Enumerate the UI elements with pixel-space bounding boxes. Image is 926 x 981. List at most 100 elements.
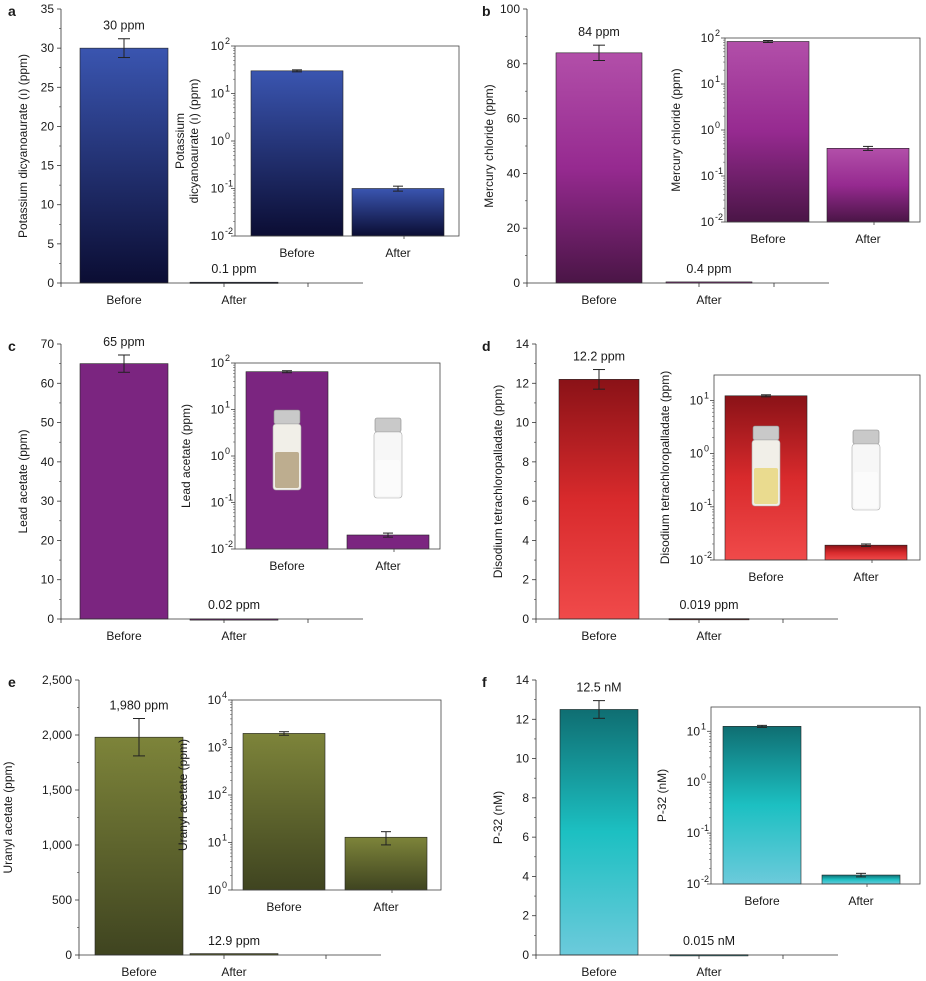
inset-y-axis-label: Lead acetate (ppm) (179, 404, 193, 508)
inset-y-axis-label: Potassium (173, 113, 187, 169)
inset-frame (710, 706, 921, 885)
vial-after-photo (851, 429, 881, 511)
inset-y-tick-label: 10 (701, 169, 715, 183)
value-label-before: 1,980 ppm (109, 699, 168, 713)
y-tick-label: 14 (516, 337, 530, 351)
y-tick-label: 10 (516, 752, 530, 766)
x-tick-label-before: Before (106, 293, 142, 307)
inset-y-tick-label: 10 (690, 553, 704, 567)
inset-y-tick-label: 10 (687, 724, 701, 738)
inset-y-tick-exponent: -1 (715, 166, 723, 176)
inset-error-bar-after (383, 532, 393, 538)
inset-x-tick-label-after: After (855, 232, 880, 246)
y-tick-label: 30 (41, 41, 55, 55)
inset-y-tick-exponent: -2 (715, 212, 723, 222)
value-label-before: 30 ppm (103, 19, 145, 33)
x-tick-label-after: After (221, 629, 246, 643)
inset-bar-before (250, 70, 344, 237)
y-tick-label: 40 (41, 455, 55, 469)
inset-y-tick-exponent: 1 (225, 84, 230, 94)
panel-letter: e (8, 674, 16, 690)
y-tick-label: 10 (41, 198, 55, 212)
value-label-before: 84 ppm (578, 25, 620, 39)
x-tick-label-before: Before (121, 965, 157, 979)
y-axis-label: Disodium tetrachloropalladate (ppm) (491, 385, 505, 578)
inset-y-tick-label: 10 (211, 229, 225, 243)
inset-y-tick-exponent: -2 (704, 550, 712, 560)
inset-y-tick-label: 10 (701, 123, 715, 137)
inset-y-axis-label: Disodium tetrachloropalladate (ppm) (658, 371, 672, 564)
inset-bar-before (242, 733, 326, 891)
y-tick-label: 0 (522, 948, 529, 962)
y-tick-label: 35 (41, 2, 55, 16)
y-tick-label: 20 (41, 533, 55, 547)
inset-y-tick-label: 10 (687, 826, 701, 840)
y-tick-label: 8 (522, 791, 529, 805)
inset-bar-after (344, 836, 428, 891)
inset-y-tick-label: 10 (208, 836, 222, 850)
y-axis-label: Uranyl acetate (ppm) (1, 761, 15, 873)
inset-bar-before (726, 41, 810, 223)
inset-x-tick-label-before: Before (266, 900, 302, 914)
vial-after-photo (373, 417, 403, 499)
error-bar-before (593, 700, 605, 719)
inset-y-tick-label: 10 (211, 542, 225, 556)
x-tick-label-after: After (221, 965, 246, 979)
inset-x-tick-label-before: Before (748, 570, 784, 584)
x-tick-label-before: Before (581, 629, 617, 643)
y-tick-label: 20 (41, 119, 55, 133)
inset-x-tick-label-before: Before (744, 894, 780, 908)
inset-y-tick-exponent: 2 (222, 785, 227, 795)
y-tick-label: 0 (513, 276, 520, 290)
inset-y-tick-label: 10 (690, 447, 704, 461)
y-tick-label: 4 (522, 869, 529, 883)
y-tick-label: 2,000 (42, 728, 72, 742)
inset-y-tick-exponent: -1 (225, 179, 233, 189)
inset-y-tick-label: 10 (208, 693, 222, 707)
inset-bar-before (722, 726, 802, 885)
inset-x-tick-label-after: After (373, 900, 398, 914)
bar-before (559, 709, 639, 956)
x-tick-label-after: After (696, 965, 721, 979)
x-tick-label-after: After (696, 629, 721, 643)
inset-x-tick-label-after: After (385, 246, 410, 260)
y-axis-label: Potassium dicyanoaurate (ı) (ppm) (16, 54, 30, 238)
inset-y-tick-exponent: -2 (701, 874, 709, 884)
value-label-before: 12.2 ppm (573, 350, 625, 364)
inset-y-tick-label: 10 (687, 775, 701, 789)
bar-before (94, 736, 184, 956)
inset-y-tick-exponent: 0 (222, 880, 227, 890)
inset-y-tick-exponent: 2 (225, 353, 230, 363)
value-label-before: 12.5 nM (576, 681, 621, 695)
inset-error-bar-before (757, 724, 767, 728)
y-axis-label: Lead acetate (ppm) (16, 429, 30, 533)
inset-y-tick-exponent: 0 (704, 444, 709, 454)
y-tick-label: 0 (65, 948, 72, 962)
inset-y-tick-exponent: -1 (704, 497, 712, 507)
y-tick-label: 0 (47, 276, 54, 290)
inset-y-tick-exponent: 0 (225, 131, 230, 141)
inset-y-tick-label: 10 (211, 134, 225, 148)
value-label-after: 0.1 ppm (211, 262, 256, 276)
y-axis-label: Mercury chloride (ppm) (482, 84, 496, 207)
inset-error-bar-before (282, 370, 292, 374)
inset-bar-after (824, 544, 908, 561)
y-tick-label: 100 (500, 2, 520, 16)
value-label-after: 0.015 nM (683, 934, 735, 948)
error-bar-before (118, 354, 130, 373)
inset-y-tick-exponent: 0 (701, 772, 706, 782)
inset-y-tick-exponent: -1 (701, 823, 709, 833)
y-tick-label: 8 (522, 455, 529, 469)
panel-letter: f (482, 674, 487, 690)
y-tick-label: 6 (522, 494, 529, 508)
y-tick-label: 15 (41, 159, 55, 173)
inset-y-tick-exponent: 1 (222, 833, 227, 843)
y-tick-label: 14 (516, 673, 530, 687)
y-tick-label: 70 (41, 337, 55, 351)
x-tick-label-before: Before (581, 965, 617, 979)
inset-x-tick-label-before: Before (750, 232, 786, 246)
